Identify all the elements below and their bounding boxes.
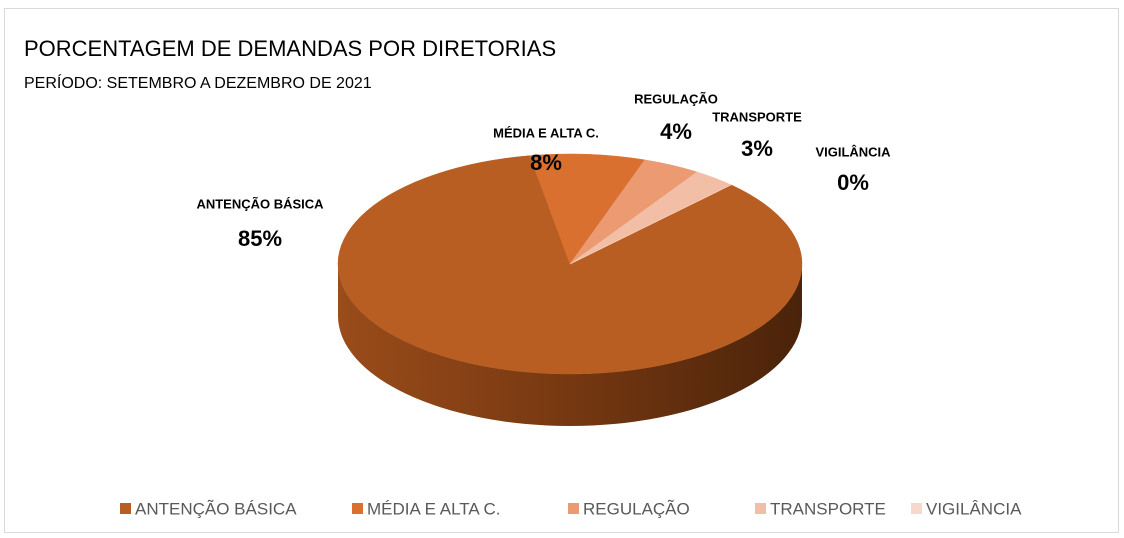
legend-label: VIGILÂNCIA [926,499,1022,518]
data-label-name: VIGILÂNCIA [815,144,891,159]
chart-title: PORCENTAGEM DE DEMANDAS POR DIRETORIAS [24,36,556,61]
data-label-value: 85% [238,226,282,251]
pie-slice [529,153,646,265]
legend-swatch [352,503,363,514]
legend-swatch [120,503,131,514]
data-label-value: 3% [741,136,773,161]
chart-subtitle: PERÍODO: SETEMBRO A DEZEMBRO DE 2021 [24,73,372,92]
data-label-name: REGULAÇÃO [634,91,718,106]
data-label-name: TRANSPORTE [712,109,802,124]
legend-swatch [568,503,579,514]
legend-swatch [911,503,922,514]
data-label-value: 0% [837,170,869,195]
data-label-value: 8% [530,150,562,175]
legend-label: REGULAÇÃO [583,499,690,518]
legend-swatch [755,503,766,514]
legend-label: MÉDIA E ALTA C. [367,499,501,518]
pie-side [338,264,802,426]
pie-slice [337,155,803,375]
legend-label: TRANSPORTE [770,499,886,518]
data-label-name: ANTENÇÃO BÁSICA [196,196,324,211]
data-label-value: 4% [660,119,692,144]
data-label-name: MÉDIA E ALTA C. [493,125,599,140]
legend-label: ANTENÇÃO BÁSICA [135,499,297,518]
